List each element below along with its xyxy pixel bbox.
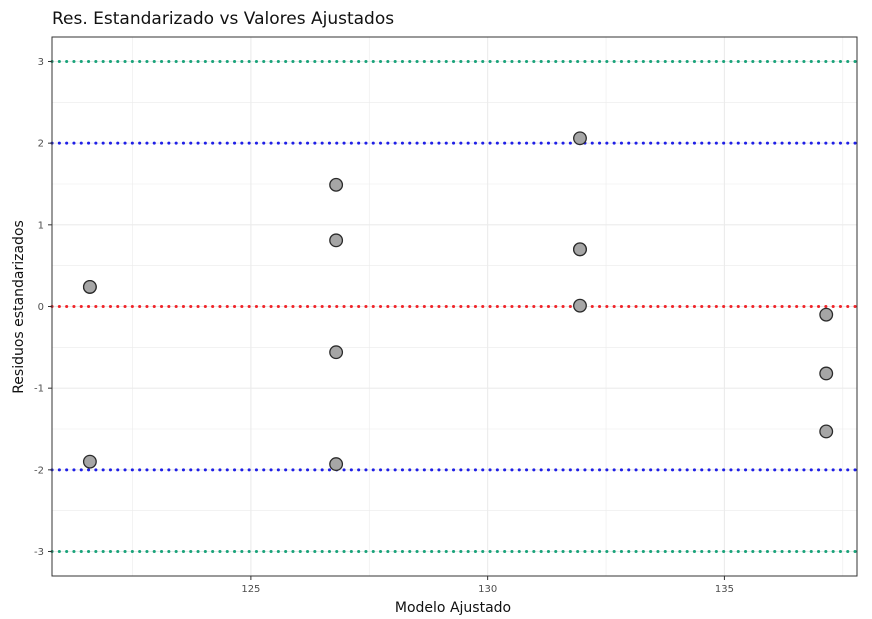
- y-tick-label: -1: [34, 384, 44, 395]
- x-axis-title: Modelo Ajustado: [395, 600, 511, 616]
- y-tick-label: 2: [38, 139, 44, 150]
- x-axis: 125 130 135: [241, 576, 734, 595]
- reference-lines: [50, 60, 859, 553]
- y-tick-label: 3: [38, 57, 44, 68]
- x-tick-label: 125: [241, 584, 260, 595]
- data-points: [82, 131, 834, 472]
- y-tick-label: -2: [34, 465, 44, 476]
- data-point: [573, 131, 587, 146]
- data-point: [82, 279, 97, 294]
- chart-title: Res. Estandarizado vs Valores Ajustados: [52, 9, 394, 29]
- data-point: [819, 424, 834, 439]
- y-tick-label: 1: [38, 220, 44, 231]
- data-point: [819, 366, 834, 381]
- y-axis-title: Residuos estandarizados: [11, 220, 27, 394]
- data-point: [82, 454, 97, 469]
- y-tick-label: 0: [38, 302, 44, 313]
- data-point: [329, 457, 344, 472]
- y-axis: 3 2 1 0 -1 -2 -3: [34, 57, 52, 558]
- data-point: [573, 242, 587, 257]
- data-point: [819, 307, 834, 322]
- x-tick-label: 130: [478, 584, 497, 595]
- y-tick-label: -3: [34, 547, 44, 558]
- minor-grid: [52, 37, 857, 576]
- data-point: [329, 177, 344, 192]
- x-tick-label: 135: [715, 584, 734, 595]
- data-point: [329, 233, 344, 248]
- data-point: [573, 298, 587, 313]
- data-point: [329, 345, 344, 360]
